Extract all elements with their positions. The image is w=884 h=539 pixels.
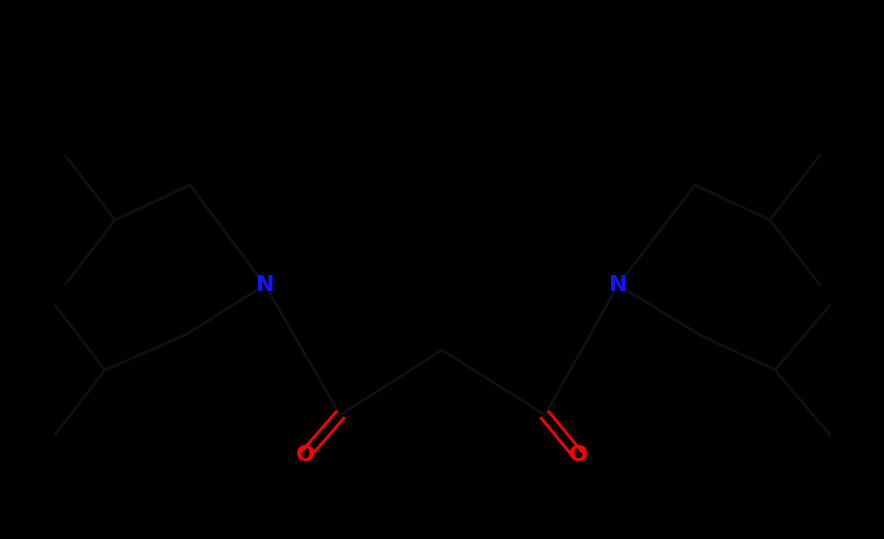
Text: O: O (295, 445, 315, 465)
Text: O: O (568, 445, 588, 465)
Text: N: N (609, 275, 628, 295)
Text: N: N (255, 275, 274, 295)
